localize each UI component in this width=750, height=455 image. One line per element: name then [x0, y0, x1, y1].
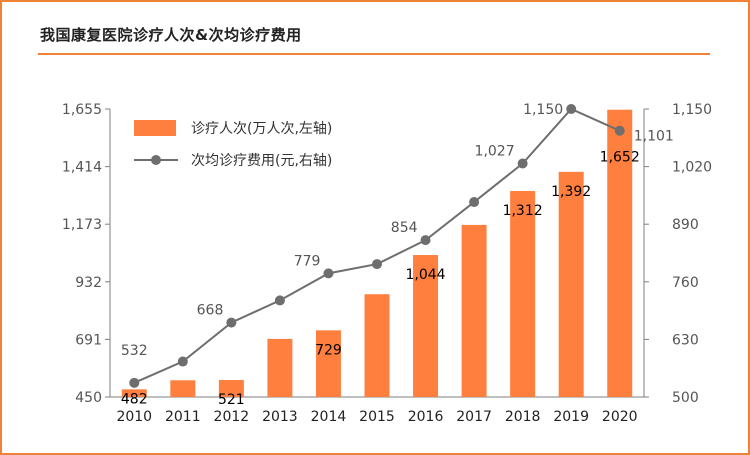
- x-tick-label: 2015: [359, 409, 395, 425]
- fee-point-2017: [469, 197, 480, 208]
- line-data-label: 854: [391, 220, 418, 236]
- x-tick-label: 2019: [553, 409, 589, 425]
- title-divider: [38, 53, 710, 55]
- fee-point-2011: [177, 356, 188, 367]
- x-tick-label: 2010: [116, 409, 152, 425]
- bar-data-label: 1,652: [600, 150, 640, 166]
- bar-data-label: 1,312: [503, 203, 543, 219]
- left-tick-label: 691: [75, 332, 102, 348]
- fee-point-2013: [274, 295, 285, 306]
- x-tick-label: 2012: [214, 409, 250, 425]
- right-tick-label: 630: [672, 332, 699, 348]
- chart-title: 我国康复医院诊疗人次&次均诊疗费用: [40, 26, 302, 44]
- line-data-label: 1,101: [634, 129, 674, 145]
- x-tick-label: 2016: [408, 409, 444, 425]
- x-tick-label: 2020: [602, 409, 638, 425]
- line-data-label: 1,027: [475, 143, 515, 159]
- fee-point-2015: [372, 259, 382, 270]
- bar-data-label: 482: [121, 391, 148, 407]
- x-tick-label: 2018: [505, 409, 541, 425]
- x-tick-label: 2011: [165, 409, 201, 425]
- left-tick-label: 932: [75, 275, 102, 291]
- right-tick-label: 1,020: [672, 160, 712, 176]
- fee-point-2019: [566, 104, 577, 114]
- legend-bar-swatch: [134, 120, 176, 136]
- bar-data-label: 1,044: [405, 267, 445, 283]
- right-tick-label: 1,150: [672, 102, 712, 118]
- bar-2016: [413, 255, 439, 397]
- bar-data-label: 1,392: [551, 184, 591, 200]
- bar-data-label: 729: [315, 342, 342, 358]
- right-tick-label: 500: [672, 390, 699, 406]
- fee-point-2010: [129, 377, 140, 388]
- bar-2018: [510, 190, 536, 397]
- bar-2019: [558, 171, 584, 397]
- left-tick-label: 1,173: [62, 217, 102, 233]
- line-data-label: 668: [197, 303, 224, 319]
- fee-point-2014: [323, 268, 334, 279]
- x-tick-label: 2017: [456, 409, 492, 425]
- left-tick-label: 1,414: [62, 160, 102, 176]
- x-tick-label: 2014: [311, 409, 347, 425]
- line-data-label: 1,150: [523, 102, 563, 118]
- bar-2011: [170, 380, 196, 397]
- bar-2014: [315, 330, 341, 397]
- legend-line-marker: [151, 155, 161, 165]
- fee-point-2018: [517, 158, 528, 169]
- x-tick-label: 2013: [262, 409, 298, 425]
- right-tick-label: 890: [672, 217, 699, 233]
- bar-2017: [461, 224, 487, 397]
- bar-2010: [121, 389, 147, 397]
- legend-line-label: 次均诊疗费用(元,右轴): [191, 153, 332, 169]
- left-tick-label: 450: [75, 390, 102, 406]
- bar-data-label: 521: [218, 392, 245, 408]
- legend-bar-label: 诊疗人次(万人次,左轴): [191, 121, 332, 137]
- fee-point-2016: [420, 235, 431, 246]
- fee-point-2020: [614, 125, 625, 136]
- right-tick-label: 760: [672, 275, 699, 291]
- bar-2013: [267, 338, 293, 397]
- bar-2015: [364, 294, 390, 397]
- fee-point-2012: [226, 317, 237, 328]
- line-data-label: 779: [294, 253, 321, 269]
- line-data-label: 532: [121, 343, 148, 359]
- left-tick-label: 1,655: [62, 102, 102, 118]
- bar-2020: [607, 109, 633, 397]
- bar-2012: [218, 380, 244, 397]
